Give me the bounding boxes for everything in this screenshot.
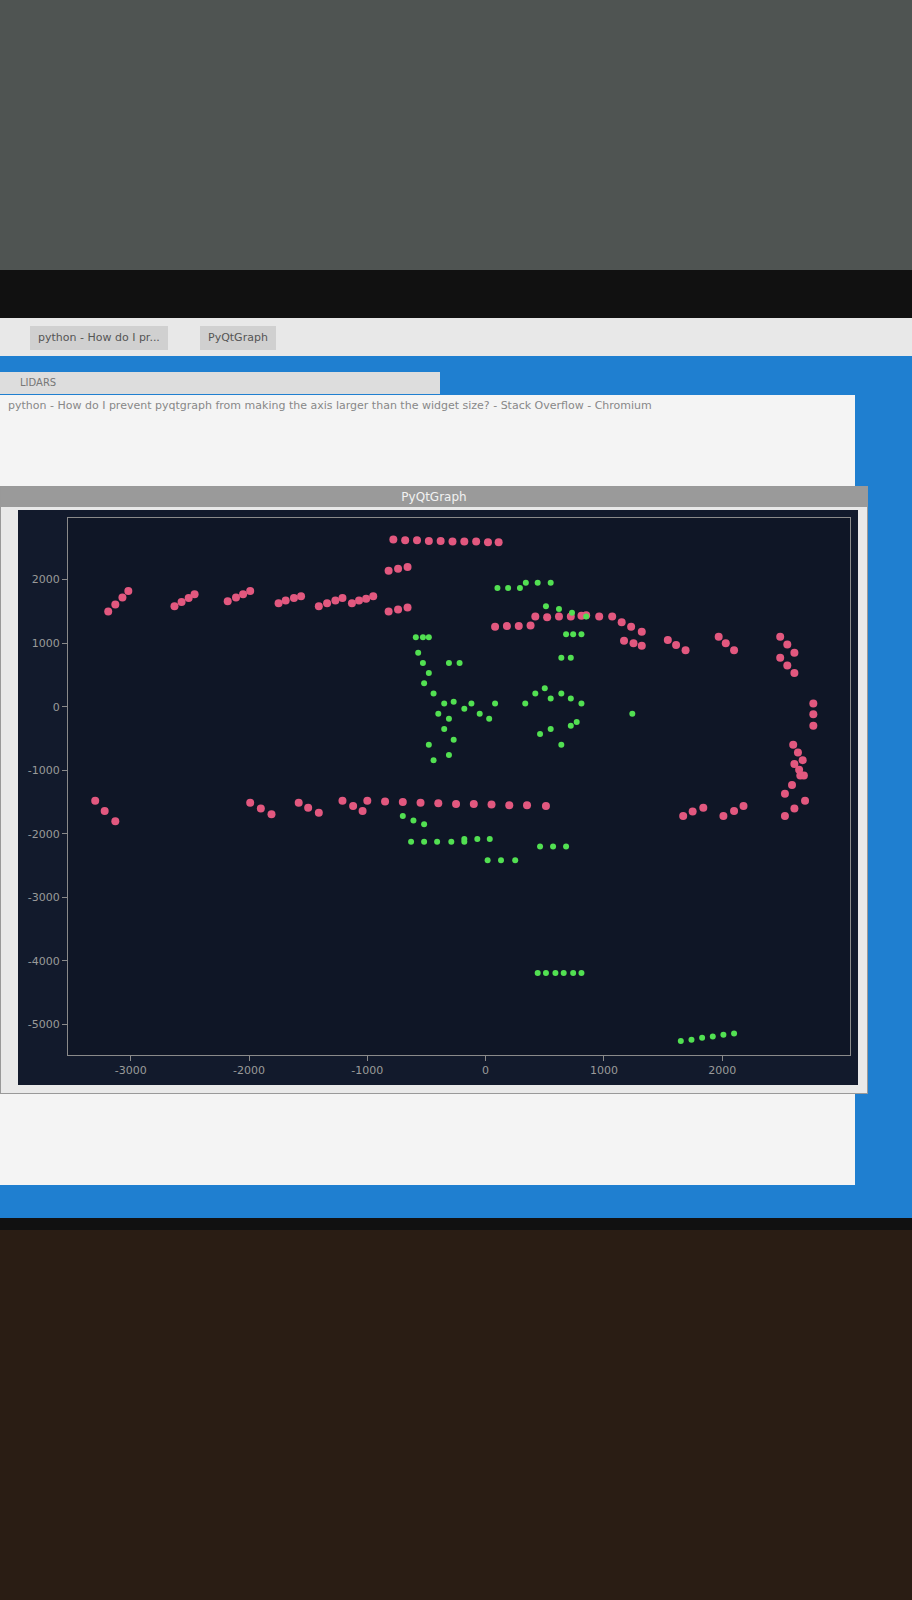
svg-text:-2000: -2000 — [233, 1064, 265, 1077]
svg-text:-3000: -3000 — [28, 891, 60, 904]
svg-text:-2000: -2000 — [28, 828, 60, 841]
svg-text:1000: 1000 — [590, 1064, 618, 1077]
svg-text:0: 0 — [482, 1064, 489, 1077]
html-text:LIDARS: LIDARS — [20, 377, 57, 388]
svg-text:2000: 2000 — [708, 1064, 736, 1077]
svg-text:-1000: -1000 — [351, 1064, 383, 1077]
html-text:python - How do I prevent pyqt: python - How do I prevent pyqtgraph from… — [8, 399, 652, 412]
svg-text:-1000: -1000 — [28, 764, 60, 777]
html-text:python - How do I pr...: python - How do I pr... — [38, 331, 160, 344]
svg-text:0: 0 — [53, 701, 60, 714]
html-text:PyQtGraph: PyQtGraph — [208, 331, 268, 344]
svg-text:-3000: -3000 — [115, 1064, 147, 1077]
svg-text:1000: 1000 — [32, 637, 60, 650]
html-text:PyQtGraph: PyQtGraph — [401, 490, 467, 504]
svg-text:-5000: -5000 — [28, 1018, 60, 1031]
svg-text:2000: 2000 — [32, 573, 60, 586]
svg-text:-4000: -4000 — [28, 955, 60, 968]
